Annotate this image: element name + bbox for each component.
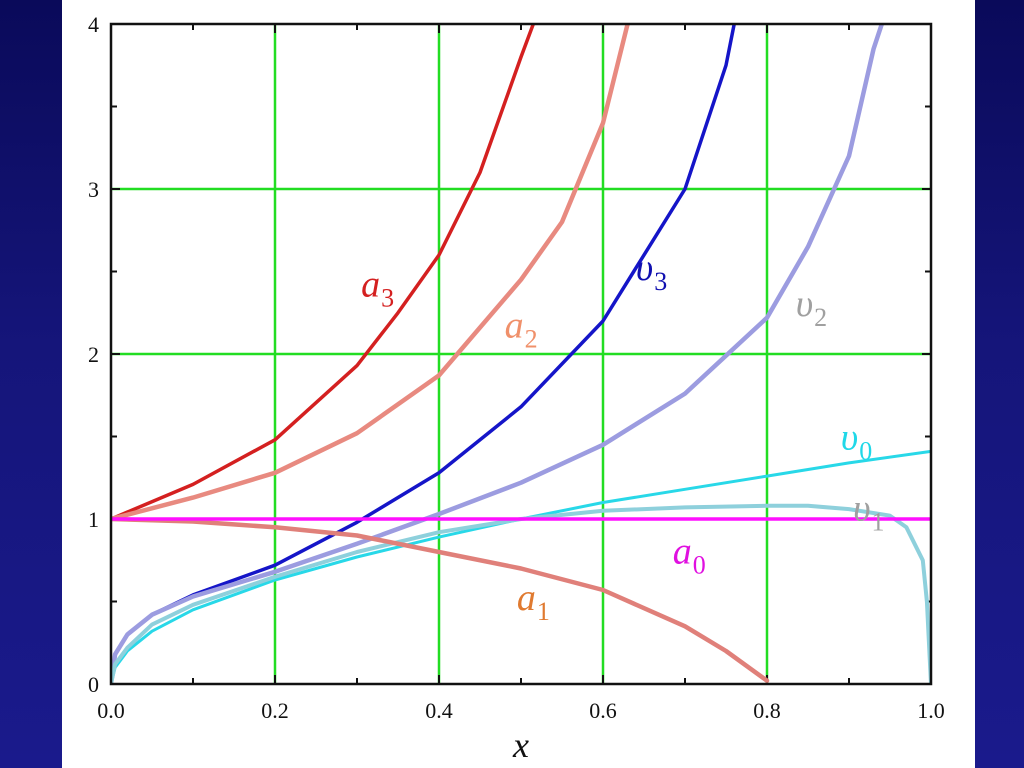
series-line-a2 xyxy=(111,24,630,522)
series-label-v0: υ0 xyxy=(841,417,872,466)
x-tick-label: 0.0 xyxy=(97,698,125,723)
x-tick-label: 0.6 xyxy=(589,698,617,723)
series-line-v2 xyxy=(111,24,885,684)
series-label-v1: υ1 xyxy=(853,488,884,537)
x-tick-label: 0.2 xyxy=(261,698,289,723)
x-tick-label: 0.4 xyxy=(425,698,453,723)
series-line-a3 xyxy=(111,24,536,521)
plot-frame xyxy=(109,22,933,686)
series-label-a3: a3 xyxy=(361,263,394,312)
x-tick-label: 1.0 xyxy=(917,698,945,723)
line-chart: 0.0 0.2 0.4 0.6 0.8 1.0 0 1 2 3 4 x a3 a2 υ3 υ2 υ0 υ1 a1 a0 xyxy=(88,12,945,765)
x-axis-title: x xyxy=(512,725,529,765)
y-tick-label: 2 xyxy=(88,342,99,367)
series-label-a1: a1 xyxy=(517,577,550,626)
series-line-v1 xyxy=(111,503,931,684)
y-tick-label: 1 xyxy=(88,507,99,532)
y-tick-label: 0 xyxy=(88,672,99,697)
series-line-a1 xyxy=(111,516,770,683)
x-tick-label: 0.8 xyxy=(753,698,781,723)
y-tick-label: 4 xyxy=(88,12,99,37)
series-label-a2: a2 xyxy=(505,305,538,354)
series-label-v2: υ2 xyxy=(796,283,827,332)
series-line-v0 xyxy=(111,449,931,684)
y-tick-label: 3 xyxy=(88,177,99,202)
chart-panel: 0.0 0.2 0.4 0.6 0.8 1.0 0 1 2 3 4 x a3 a2 υ3 υ2 υ0 υ1 a1 a0 xyxy=(62,0,975,768)
series-label-a0: a0 xyxy=(673,531,706,580)
series-label-v3: υ3 xyxy=(636,247,667,296)
